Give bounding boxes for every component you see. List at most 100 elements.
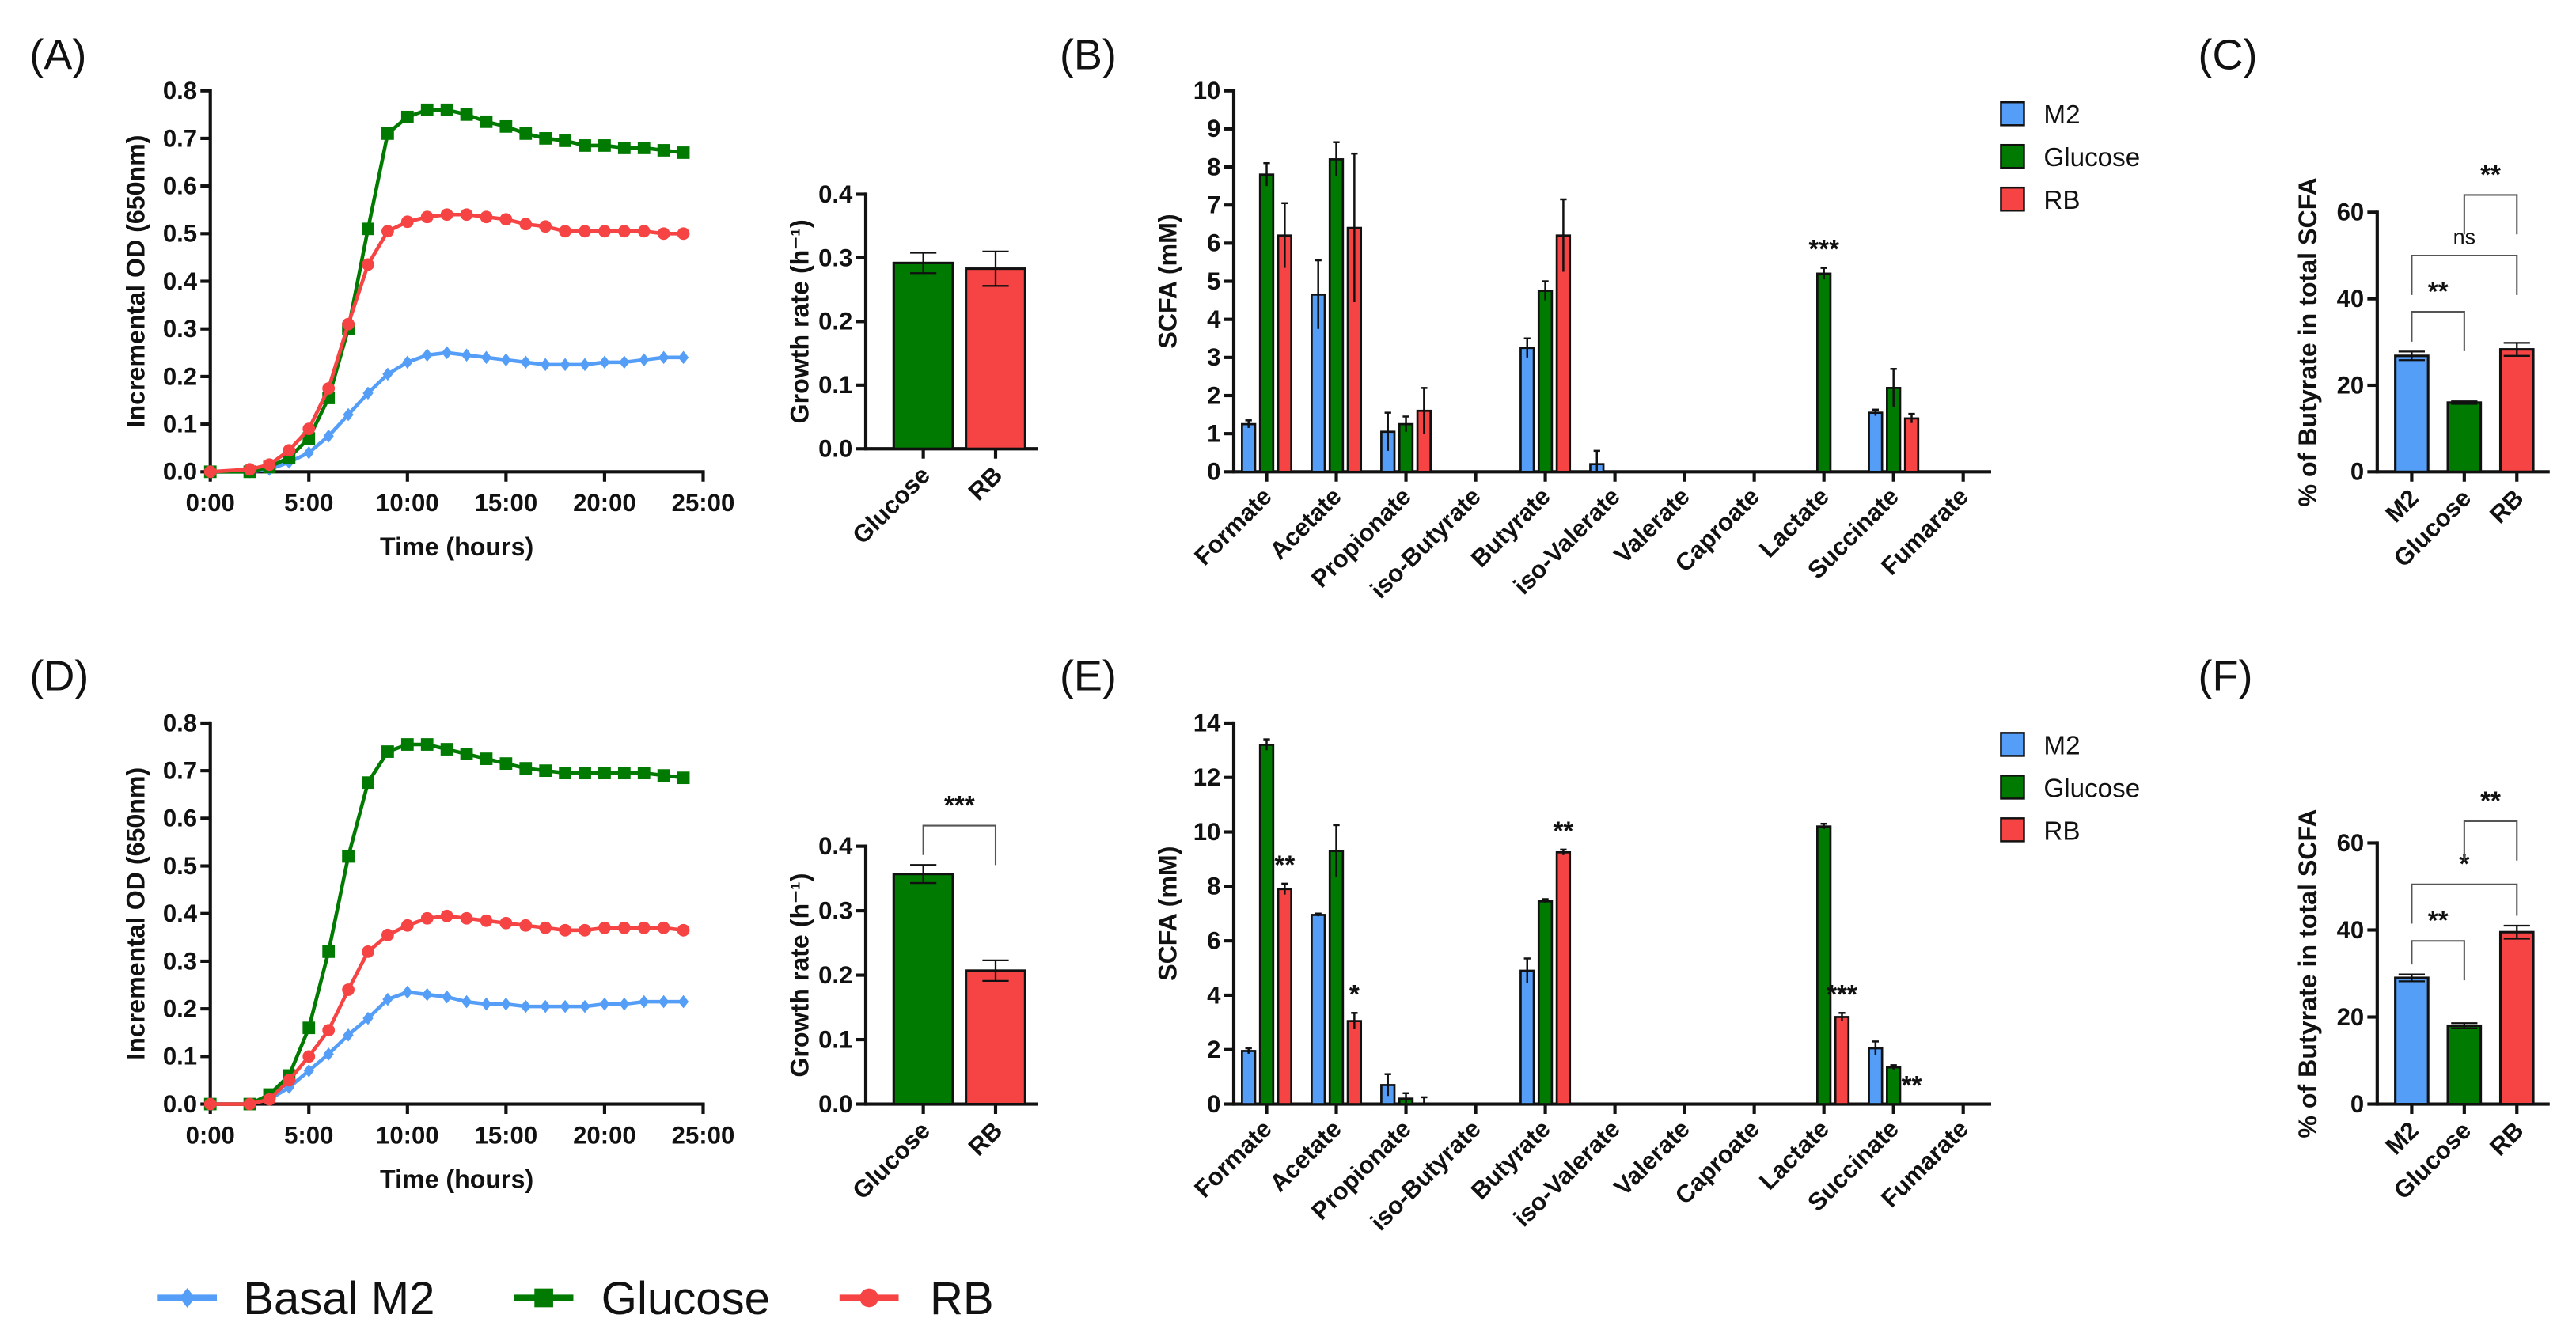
- bar: [1346, 1020, 1363, 1105]
- y-tick-label: 40: [2337, 916, 2365, 944]
- diamond-marker: [402, 985, 413, 999]
- x-tick-label: M2: [2380, 1116, 2423, 1160]
- legend-label: Glucose: [2043, 774, 2140, 803]
- diamond-marker: [658, 994, 670, 1009]
- x-tick-label: M2: [2380, 484, 2423, 528]
- circle-marker: [579, 923, 591, 937]
- diamond-marker: [560, 999, 571, 1013]
- square-marker: [420, 738, 434, 751]
- y-tick-label: 0.2: [818, 961, 852, 989]
- diamond-marker: [520, 355, 531, 369]
- y-tick-label: 12: [1193, 763, 1221, 791]
- y-tick-label: 2: [1207, 381, 1220, 409]
- bar: [1277, 234, 1293, 473]
- x-axis-title: Time (hours): [380, 1165, 533, 1193]
- circle-marker: [859, 1288, 878, 1308]
- circle-marker: [263, 458, 276, 472]
- x-tick-label: 0:00: [186, 489, 235, 517]
- y-tick-label: 0: [1207, 1090, 1220, 1118]
- circle-marker: [677, 923, 690, 937]
- diamond-marker: [658, 350, 670, 365]
- circle-marker: [440, 909, 453, 922]
- circle-marker: [243, 463, 256, 476]
- square-marker: [617, 142, 631, 154]
- circle-marker: [400, 919, 414, 932]
- y-tick-label: 0.6: [163, 805, 197, 832]
- circle-marker: [677, 227, 690, 241]
- circle-marker: [460, 208, 473, 222]
- y-tick-label: 1: [1207, 420, 1220, 448]
- circle-marker: [283, 444, 296, 457]
- y-tick-label: 6: [1207, 927, 1220, 955]
- significance-label: **: [2428, 907, 2449, 936]
- diamond-marker: [402, 355, 413, 369]
- y-tick-label: 6: [1207, 229, 1220, 257]
- circle-marker: [203, 465, 217, 479]
- bar: [1519, 347, 1535, 473]
- panel-D: (D) 0.0 0.1 0.2 0.3 0.4 0.5 0.6 0.7 0.8 Incrementa…: [29, 652, 734, 1193]
- y-tick-label: 8: [1207, 873, 1220, 900]
- y-tick-label: 0.6: [163, 172, 197, 199]
- square-marker: [677, 146, 690, 159]
- y-tick-label: 0.0: [818, 1090, 852, 1118]
- square-marker: [519, 127, 533, 140]
- legend-label: M2: [2043, 731, 2080, 760]
- bar: [1277, 888, 1293, 1105]
- diamond-marker: [619, 997, 630, 1011]
- diamond-marker: [480, 350, 492, 365]
- legend-label: Glucose: [601, 1273, 770, 1324]
- diamond-marker: [461, 994, 472, 1009]
- diamond-marker: [179, 1288, 195, 1308]
- panel-A: (A) 0.0 0.1 0.2 0.3 0.4 0.5 0.6 0.7 0.8 Incrementa…: [29, 32, 734, 561]
- circle-marker: [637, 921, 651, 934]
- diamond-marker: [639, 353, 650, 367]
- x-tick-label: 20:00: [573, 1121, 636, 1149]
- diamond-marker: [560, 358, 571, 372]
- square-marker: [302, 432, 316, 445]
- circle-marker: [342, 983, 355, 996]
- circle-marker: [617, 921, 631, 934]
- diamond-marker: [619, 355, 630, 369]
- x-tick-label: 25:00: [672, 489, 735, 517]
- y-tick-label: 0.4: [163, 267, 198, 295]
- y-tick-label: 5: [1207, 267, 1220, 295]
- diamond-marker: [500, 353, 512, 367]
- circle-marker: [480, 914, 493, 927]
- significance-label: **: [2480, 786, 2501, 816]
- series-line-glucose: [210, 742, 684, 1106]
- circle-marker: [559, 225, 571, 238]
- square-marker: [617, 767, 631, 780]
- y-axis-title: SCFA (mM): [1153, 214, 1182, 348]
- square-marker: [657, 144, 670, 157]
- diamond-marker: [599, 355, 610, 369]
- panel-label: (C): [2199, 32, 2258, 79]
- significance-bracket: [2463, 820, 2518, 861]
- legend-label: Basal M2: [243, 1273, 434, 1324]
- bar: [1241, 1050, 1257, 1105]
- significance-label: ***: [1808, 235, 1839, 264]
- diamond-marker: [540, 358, 551, 372]
- y-tick-label: 2: [1207, 1036, 1220, 1063]
- significance-bracket: [2411, 311, 2465, 351]
- y-tick-label: 0.3: [163, 947, 197, 975]
- circle-marker: [362, 258, 374, 271]
- significance-label: **: [2428, 278, 2449, 307]
- circle-marker: [657, 921, 670, 934]
- series-line-glucose: [210, 108, 684, 474]
- y-tick-label: 0.5: [163, 852, 197, 880]
- square-marker: [598, 139, 611, 152]
- significance-label: **: [1553, 816, 1573, 846]
- bar: [1241, 422, 1257, 473]
- square-marker: [400, 738, 414, 751]
- diamond-marker: [461, 348, 472, 362]
- diamond-marker: [442, 990, 453, 1004]
- y-tick-label: 4: [1207, 305, 1221, 333]
- square-marker: [657, 769, 670, 782]
- square-marker: [598, 767, 611, 780]
- square-marker: [559, 767, 571, 780]
- significance-bracket: [922, 824, 997, 866]
- bar: [2498, 930, 2535, 1106]
- y-tick-label: 0.0: [818, 435, 852, 463]
- y-axis-title: SCFA (mM): [1153, 847, 1182, 981]
